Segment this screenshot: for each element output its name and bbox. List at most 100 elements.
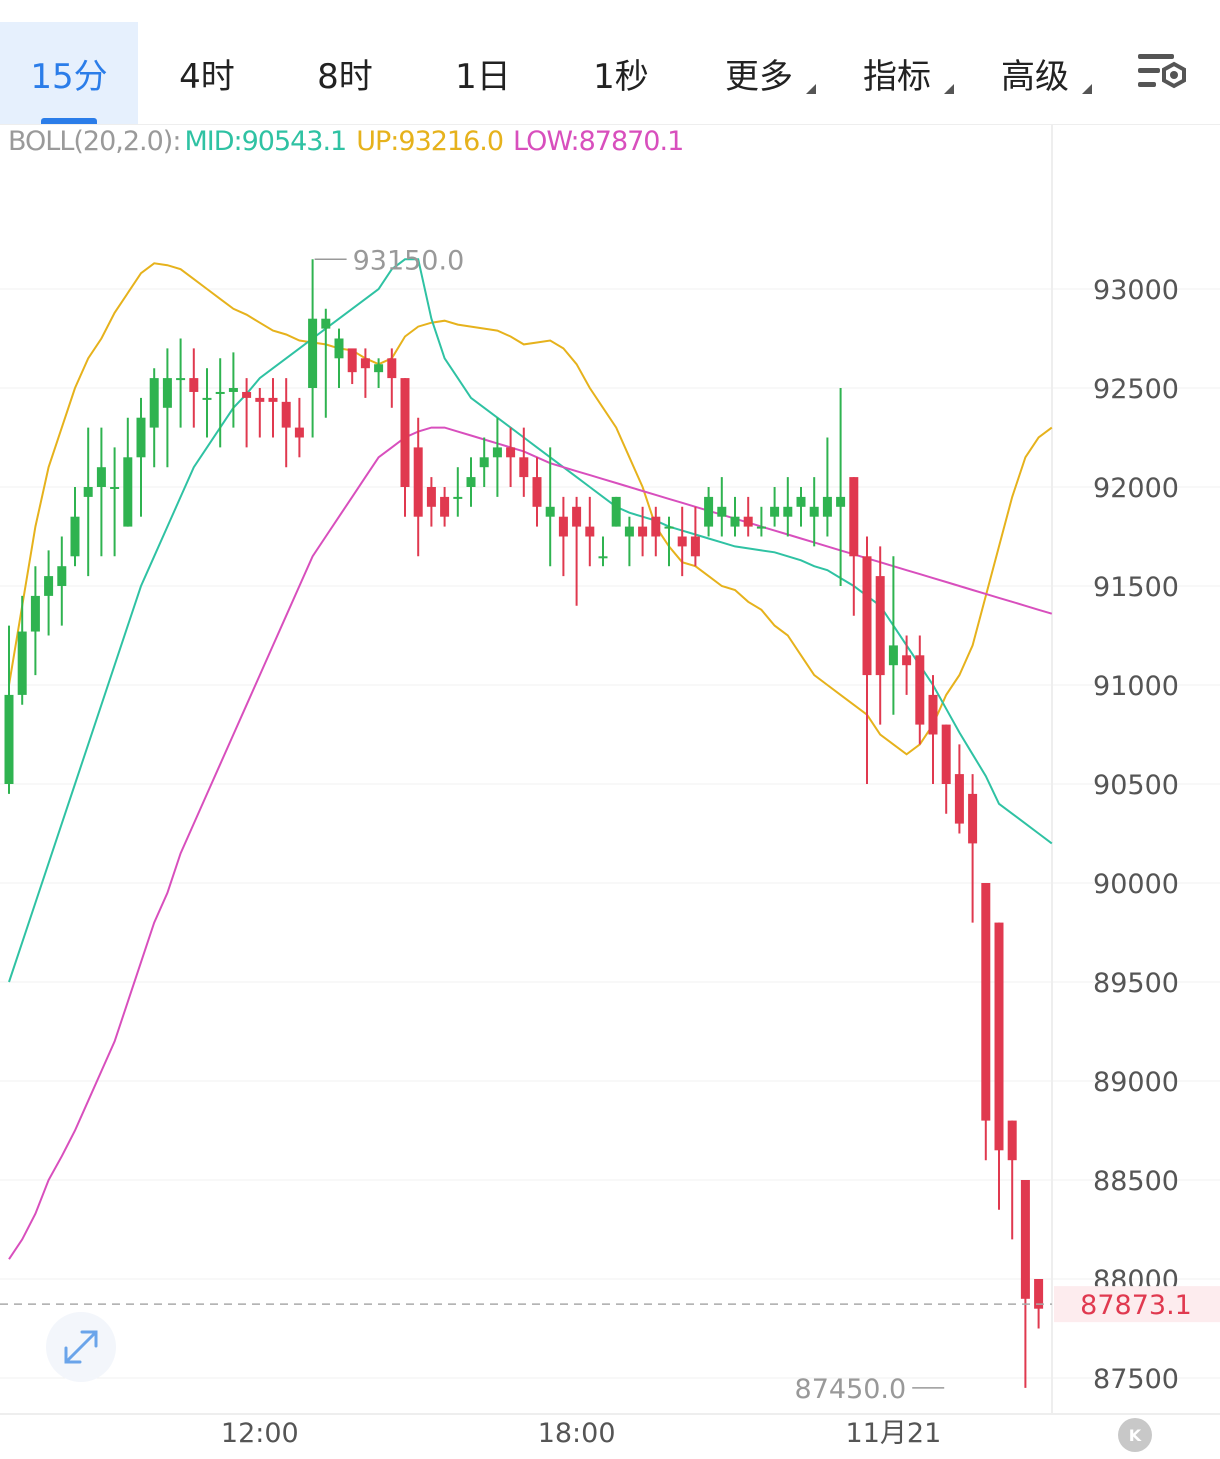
boll-mid-value: MID:90543.1 — [184, 126, 347, 157]
candle-body — [836, 496, 846, 507]
dropdown-triangle-icon — [806, 84, 816, 94]
scroll-to-latest-icon[interactable]: K — [1118, 1418, 1152, 1452]
y-tick-label: 90500 — [1093, 770, 1179, 801]
candle-body — [902, 655, 912, 666]
y-tick-label: 90000 — [1093, 869, 1179, 900]
low-marker-label: 87450.0 — [795, 1374, 907, 1405]
candle-body — [572, 506, 582, 527]
candle-body — [413, 447, 423, 517]
candle-body — [1020, 1180, 1030, 1299]
current-price-label: 87873.1 — [1080, 1290, 1192, 1321]
x-tick-label: 12:00 — [221, 1418, 299, 1449]
candle-body — [1007, 1120, 1017, 1161]
chart-settings-icon[interactable] — [1132, 48, 1192, 104]
current-price-badge — [1054, 1286, 1220, 1323]
candle-body — [110, 487, 120, 489]
candle-body — [440, 496, 450, 517]
candle-body — [189, 378, 199, 392]
candle-body — [136, 417, 146, 458]
y-tick-label: 91000 — [1093, 671, 1179, 702]
expand-arrows-icon — [64, 1330, 98, 1364]
candle-body — [374, 364, 384, 373]
candle-body — [215, 391, 225, 394]
candle-body — [308, 318, 318, 388]
candle-body — [30, 595, 40, 632]
boll-name: BOLL(20,2.0): — [8, 126, 181, 157]
tab-label: 8时 — [317, 56, 373, 97]
candle-body — [545, 506, 555, 517]
candle-body — [611, 496, 621, 527]
candle-body — [96, 467, 106, 487]
candlestick-chart[interactable]: 8750088000885008900089500900009050091000… — [0, 124, 1220, 1459]
tab-1d[interactable]: 1日 — [414, 22, 552, 124]
x-tick-label: 11月21 — [846, 1418, 942, 1449]
high-marker-label: 93150.0 — [353, 245, 465, 276]
candle-body — [968, 793, 978, 844]
candle-body — [479, 457, 489, 468]
candle-body — [532, 477, 542, 507]
tab-4h[interactable]: 4时 — [138, 22, 276, 124]
candle-body — [70, 516, 80, 557]
tab-1s[interactable]: 1秒 — [552, 22, 690, 124]
boll-low-value: LOW:87870.1 — [513, 126, 684, 157]
tab-indicators[interactable]: 指标 — [828, 22, 966, 124]
candle-body — [268, 397, 278, 402]
candle-body — [4, 694, 14, 784]
candle-body — [783, 506, 793, 517]
candle-body — [598, 556, 608, 559]
candle-body — [17, 631, 27, 695]
boll-indicator-legend: BOLL(20,2.0): MID:90543.1 UP:93216.0 LOW:87… — [8, 126, 693, 157]
candle-body — [387, 358, 397, 379]
candle-body — [981, 883, 991, 1121]
candle-body — [57, 566, 67, 586]
y-tick-label: 92500 — [1093, 374, 1179, 405]
candle-body — [756, 526, 766, 529]
tab-label: 1秒 — [593, 56, 649, 97]
tab-more[interactable]: 更多 — [690, 22, 828, 124]
boll-lower-band — [8, 426, 1053, 1260]
candle-body — [664, 526, 674, 529]
boll-up-value: UP:93216.0 — [356, 126, 504, 157]
tab-label: 4时 — [179, 56, 235, 97]
candle-body — [519, 457, 529, 478]
candle-body — [928, 694, 938, 735]
y-tick-label: 92000 — [1093, 473, 1179, 504]
candle-body — [875, 576, 885, 676]
candle-body — [624, 526, 634, 537]
candle-body — [1034, 1279, 1044, 1309]
candle-body — [466, 477, 476, 487]
candle-body — [176, 378, 186, 381]
candle-body — [638, 526, 648, 537]
candle-body — [796, 496, 806, 507]
candle-body — [400, 378, 410, 487]
y-tick-label: 87500 — [1093, 1364, 1179, 1395]
y-tick-label: 93000 — [1093, 275, 1179, 306]
candle-body — [426, 487, 436, 507]
candle-body — [255, 397, 265, 402]
boll-upper-band — [8, 262, 1053, 756]
candle-body — [294, 427, 304, 438]
candle-body — [149, 378, 159, 428]
tab-label: 高级 — [1001, 56, 1069, 97]
timeframe-tabbar: 15分 4时 8时 1日 1秒 更多 指标 高级 — [0, 0, 1220, 125]
candle-body — [242, 391, 252, 398]
tab-8h[interactable]: 8时 — [276, 22, 414, 124]
candle-body — [202, 397, 212, 400]
y-tick-label: 89000 — [1093, 1067, 1179, 1098]
candle-body — [888, 645, 898, 666]
candle-body — [862, 556, 872, 676]
candle-body — [677, 536, 687, 547]
candle-body — [822, 496, 832, 517]
candle-body — [83, 487, 93, 497]
candle-body — [690, 536, 700, 557]
tab-advanced[interactable]: 高级 — [966, 22, 1104, 124]
candle-body — [809, 506, 819, 517]
y-tick-label: 88500 — [1093, 1166, 1179, 1197]
y-tick-label: 89500 — [1093, 968, 1179, 999]
candle-body — [453, 496, 463, 499]
fullscreen-expand-button[interactable] — [46, 1312, 116, 1382]
y-tick-label: 91500 — [1093, 572, 1179, 603]
tab-15m[interactable]: 15分 — [0, 22, 138, 124]
boll-mid-band — [8, 258, 1053, 983]
dropdown-triangle-icon — [944, 84, 954, 94]
